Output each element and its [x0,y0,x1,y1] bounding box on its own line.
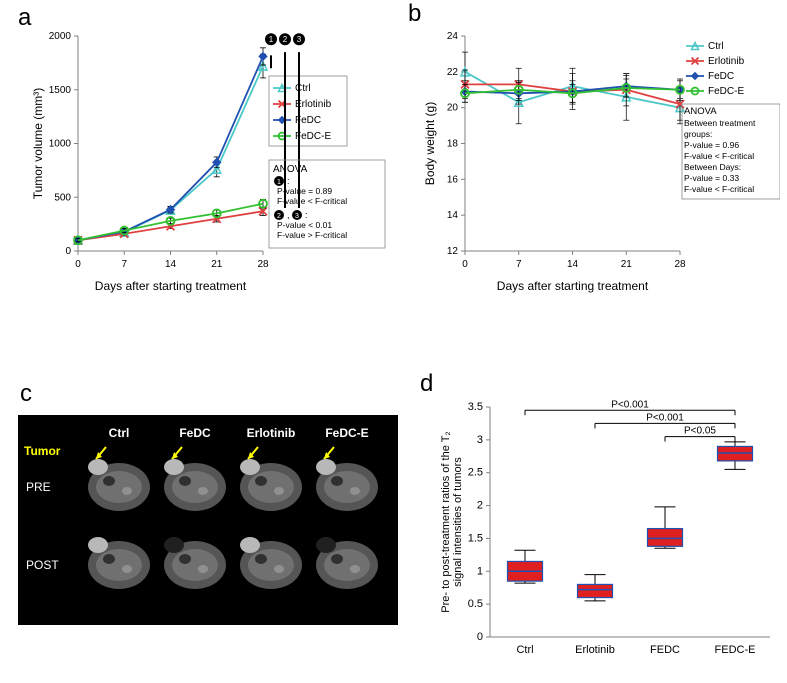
svg-text:20: 20 [447,103,459,114]
svg-text:P-value = 0.96: P-value = 0.96 [684,140,739,150]
svg-text:FeDC-E: FeDC-E [325,426,368,440]
svg-text:Days after starting treatment: Days after starting treatment [497,279,649,293]
panel-label-d: d [420,370,433,398]
svg-text:Erlotinib: Erlotinib [575,644,615,656]
svg-text:POST: POST [26,558,59,572]
svg-text:Tumor: Tumor [24,444,61,458]
svg-text:Ctrl: Ctrl [708,41,724,52]
svg-text:F-value < F-critical: F-value < F-critical [277,196,347,206]
svg-text:ANOVA: ANOVA [684,106,717,117]
svg-text:Ctrl: Ctrl [109,426,130,440]
svg-text:21: 21 [211,259,223,270]
svg-text:0.5: 0.5 [468,598,483,610]
svg-text:1: 1 [477,565,483,577]
svg-text:7: 7 [121,259,127,270]
svg-text:FeDC-E: FeDC-E [708,86,744,97]
svg-text:24: 24 [447,31,459,42]
panel-label-c: c [20,380,32,408]
svg-text:PRE: PRE [26,480,51,494]
svg-text::: : [287,176,290,186]
svg-text:signal intensities of tumors: signal intensities of tumors [452,457,464,587]
svg-text:3: 3 [295,213,299,220]
svg-text:0: 0 [462,259,468,270]
panel-c-imagegrid: Tumor Ctrl FeDC Erlotinib FeDC-E PRE POST [18,415,398,625]
svg-text:Ctrl: Ctrl [516,644,533,656]
svg-text:1: 1 [277,179,281,186]
svg-text:P<0.001: P<0.001 [646,412,684,423]
panel-d-boxplot: 0 0.5 1 1.5 2 2.5 3 3.5 Pre- to post-treatment r… [435,395,780,675]
svg-text:P-value = 0.33: P-value = 0.33 [684,173,739,183]
svg-text:FEDC: FEDC [650,644,680,656]
svg-text:16: 16 [447,174,459,185]
svg-text:FeDC: FeDC [179,426,211,440]
svg-text:2: 2 [477,500,483,512]
panel-label-b: b [408,0,421,28]
svg-text:3.5: 3.5 [468,401,483,413]
svg-text:12: 12 [447,246,459,257]
svg-text:Body weight (g): Body weight (g) [423,102,437,185]
svg-text:Erlotinib: Erlotinib [295,99,332,110]
svg-text:groups:: groups: [684,129,712,139]
svg-text:F-value < F-critical: F-value < F-critical [684,184,754,194]
svg-text:ANOVA: ANOVA [273,164,308,175]
svg-text:18: 18 [447,139,459,150]
svg-text:Ctrl: Ctrl [295,83,311,94]
svg-text:,: , [287,210,290,220]
svg-text:22: 22 [447,67,459,78]
svg-text:0: 0 [477,631,483,643]
svg-text:F-value < F-critical: F-value < F-critical [684,151,754,161]
svg-text:14: 14 [165,259,177,270]
svg-text:0: 0 [75,259,81,270]
svg-text:0: 0 [65,246,71,257]
svg-text:1500: 1500 [49,85,72,96]
svg-text:2000: 2000 [49,31,72,42]
svg-text:2.5: 2.5 [468,467,483,479]
svg-text:7: 7 [516,259,522,270]
svg-text:P<0.05: P<0.05 [684,426,716,437]
svg-text:Between treatment: Between treatment [684,118,756,128]
svg-text:3: 3 [477,434,483,446]
svg-text:Pre- to post-treatment ratios: Pre- to post-treatment ratios of the T₂ [440,431,452,612]
svg-text:P-value = 0.89: P-value = 0.89 [277,186,332,196]
svg-text:14: 14 [447,210,459,221]
svg-text::: : [305,210,308,220]
svg-text:3: 3 [297,35,302,44]
svg-text:Tumor volume (mm³): Tumor volume (mm³) [31,88,45,200]
svg-text:FeDC-E: FeDC-E [295,131,331,142]
svg-text:28: 28 [674,259,686,270]
svg-text:P<0.001: P<0.001 [611,399,649,410]
svg-text:1: 1 [269,35,274,44]
svg-text:1.5: 1.5 [468,532,483,544]
svg-text:1000: 1000 [49,139,72,150]
svg-text:21: 21 [621,259,633,270]
svg-text:Between Days:: Between Days: [684,162,741,172]
svg-text:2: 2 [283,35,288,44]
panel-b-chart: 12 14 16 18 20 22 24 0 7 14 21 28 Days after startin… [420,26,780,296]
svg-text:28: 28 [257,259,269,270]
svg-text:500: 500 [54,192,71,203]
svg-text:P-value < 0.01: P-value < 0.01 [277,220,332,230]
svg-text:2: 2 [277,213,281,220]
svg-text:14: 14 [567,259,579,270]
panel-a-chart: 050010001500200007142128Days after start… [28,26,393,296]
svg-text:Erlotinib: Erlotinib [708,56,745,67]
svg-text:Days after starting treatment: Days after starting treatment [95,279,247,293]
svg-text:Erlotinib: Erlotinib [247,426,296,440]
svg-text:FeDC: FeDC [708,71,734,82]
svg-text:FEDC-E: FEDC-E [715,644,756,656]
svg-text:F-value > F-critical: F-value > F-critical [277,230,347,240]
